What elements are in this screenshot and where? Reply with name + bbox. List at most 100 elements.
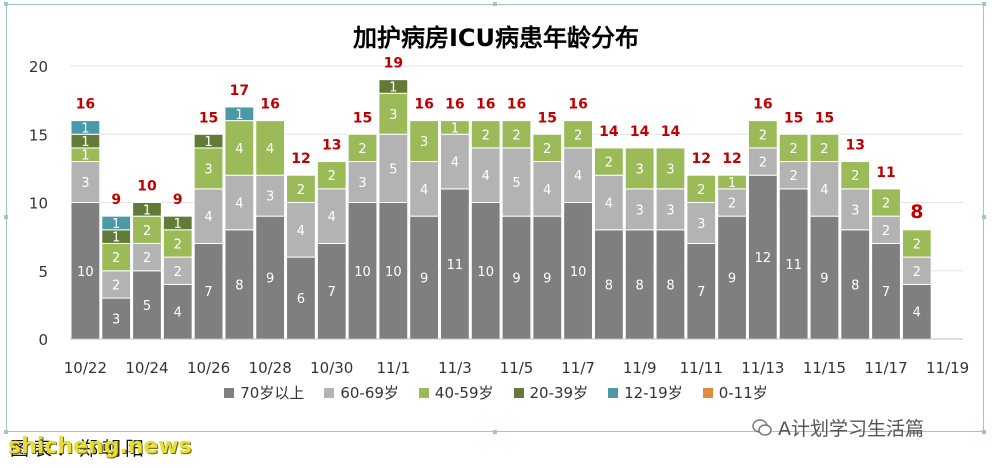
bar-segment [255,120,286,176]
bar-segment [840,161,871,190]
resize-handle[interactable] [982,430,986,434]
segment-value-label: 2 [851,169,859,184]
segment-value-label: 1 [235,108,243,123]
bar-segment [224,174,255,231]
bar-segment [655,147,686,190]
segment-value-label: 2 [913,237,921,252]
total-value-label: 16 [260,97,279,113]
total-value-label: 12 [722,151,741,167]
segment-value-label: 9 [543,272,551,287]
bar-segment [255,215,286,340]
segment-value-label: 1 [81,149,89,164]
bar-segment [871,188,901,217]
segment-value-label: 4 [543,183,551,198]
segment-value-label: 2 [112,251,120,266]
total-value-label: 10 [137,179,157,195]
resize-handle[interactable] [4,2,8,6]
legend-label: 12-19岁 [624,384,683,402]
segment-value-label: 4 [605,197,613,212]
x-tick-label: 11/17 [864,359,907,377]
bar-segment [316,161,347,190]
segment-value-label: 3 [851,203,859,218]
bar-segment [717,174,747,190]
resize-handle[interactable] [493,430,497,434]
bar-segment [378,79,409,94]
segment-value-label: 3 [81,176,89,191]
segment-value-label: 2 [882,197,890,212]
segment-value-label: 9 [420,272,428,287]
segment-value-label: 1 [389,80,397,95]
x-tick-label: 11/13 [741,359,784,377]
segment-value-label: 4 [235,197,243,212]
bar-segment [624,147,655,190]
bar-segment [162,283,193,340]
resize-handle[interactable] [982,2,986,6]
total-value-label: 16 [445,97,464,113]
segment-value-label: 2 [174,265,182,280]
segment-value-label: 10 [354,265,371,280]
y-tick-label: 10 [29,195,48,213]
bar-segment [778,161,809,190]
segment-value-label: 12 [755,251,772,266]
segment-value-label: 3 [697,217,705,232]
segment-value-label: 4 [913,306,921,321]
bar-segment [532,161,563,217]
segment-value-label: 3 [389,108,397,123]
segment-value-label: 3 [204,162,212,177]
legend-item: 12-19岁 [608,382,683,403]
bar-segment [717,188,747,217]
resize-handle[interactable] [4,215,8,219]
bar-segment [655,188,686,231]
legend-label: 70岁以上 [240,384,305,402]
x-tick-label: 11/5 [500,359,534,377]
segment-value-label: 2 [728,197,736,212]
bar-segment [378,202,409,340]
bar-segment [378,133,409,203]
resize-handle[interactable] [4,430,8,434]
segment-value-label: 2 [143,251,151,266]
bar-segment [901,229,932,258]
bar-segment [501,147,532,217]
segment-value-label: 2 [789,142,797,157]
segment-value-label: 1 [143,203,151,218]
bar-segment [409,215,440,340]
bar-segment [409,120,440,163]
legend-swatch [324,387,335,398]
segment-value-label: 5 [389,162,397,177]
legend-swatch [418,387,429,398]
bar-segment [101,215,132,231]
bar-segment [470,202,501,340]
segment-value-label: 3 [266,190,274,205]
bar-segment [563,120,593,149]
bar-segment [563,202,593,340]
total-value-label: 12 [692,151,711,167]
segment-value-label: 3 [636,162,644,177]
resize-handle[interactable] [493,2,497,6]
segment-value-label: 3 [112,313,120,328]
y-tick-label: 15 [29,126,48,144]
bar-segment [747,174,778,340]
segment-value-label: 1 [204,135,212,150]
bar-segment [132,242,162,272]
y-tick-label: 20 [29,58,48,76]
segment-value-label: 9 [266,272,274,287]
bar-segment [563,147,593,203]
bar-segment [440,133,470,190]
y-tick-label: 0 [38,331,48,349]
segment-value-label: 9 [728,272,736,287]
legend-item: 60-69岁 [324,382,399,403]
x-tick-label: 11/1 [376,359,410,377]
bar-segment [409,161,440,217]
resize-handle[interactable] [982,215,986,219]
segment-value-label: 8 [235,278,243,293]
segment-value-label: 1 [728,176,736,191]
total-value-label: 15 [199,110,218,126]
bar-segment [347,161,378,204]
segment-value-label: 1 [81,121,89,136]
bar-segment [840,229,871,340]
x-tick-label: 11/19 [926,359,969,377]
bar-segment [162,215,193,231]
segment-value-label: 2 [482,128,490,143]
segment-value-label: 11 [785,258,802,273]
legend-swatch [224,387,235,398]
